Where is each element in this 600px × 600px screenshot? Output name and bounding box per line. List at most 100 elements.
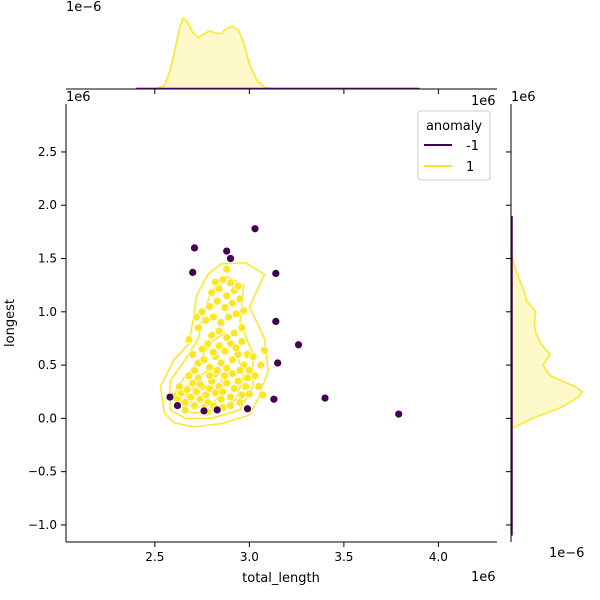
x-axis-label: total_length bbox=[242, 571, 320, 586]
y-tick-label: 2.5 bbox=[38, 145, 57, 159]
y-axis-offset-label: 1e6 bbox=[66, 90, 91, 105]
normal-point bbox=[205, 302, 215, 311]
right-marginal-density-line bbox=[510, 247, 584, 430]
y-tick-label: −1.0 bbox=[28, 518, 57, 532]
x-axis-offset-top-label: 1e6 bbox=[471, 94, 496, 109]
normal-point bbox=[222, 378, 232, 388]
anomaly-point bbox=[226, 254, 235, 263]
normal-point bbox=[180, 405, 190, 415]
right-marginal-density-fill bbox=[511, 247, 582, 429]
normal-point bbox=[207, 288, 216, 297]
normal-point bbox=[241, 382, 250, 391]
normal-point bbox=[235, 398, 245, 407]
legend: anomaly -1 1 bbox=[417, 110, 491, 181]
normal-point bbox=[197, 307, 207, 317]
normal-point bbox=[226, 392, 235, 402]
y-axis-ticks: −1.0 −0.5 0.0 0.5 1.0 1.5 2.0 2.5 bbox=[28, 145, 511, 532]
legend-title: anomaly bbox=[426, 119, 482, 134]
normal-point bbox=[231, 343, 241, 353]
y-tick-label: 0.5 bbox=[38, 358, 57, 372]
normal-point bbox=[222, 333, 232, 342]
normal-point bbox=[235, 366, 245, 375]
normal-point bbox=[229, 384, 239, 393]
anomaly-point bbox=[394, 409, 404, 419]
normal-point bbox=[228, 298, 237, 308]
x-axis-ticks: 2.5 3.0 3.5 4.0 bbox=[145, 89, 448, 564]
normal-point bbox=[190, 366, 199, 375]
normal-point bbox=[214, 284, 224, 293]
normal-point bbox=[209, 312, 218, 322]
normal-point bbox=[205, 371, 215, 381]
scatter-points bbox=[165, 224, 404, 419]
normal-point bbox=[226, 401, 235, 410]
normal-point bbox=[184, 371, 194, 381]
normal-point bbox=[239, 306, 249, 316]
x-tick-label: 2.5 bbox=[145, 550, 164, 564]
normal-point bbox=[197, 344, 207, 354]
x-tick-label: 4.0 bbox=[429, 550, 448, 564]
y-tick-label: 1.0 bbox=[38, 305, 57, 319]
normal-point bbox=[231, 309, 241, 319]
normal-point bbox=[193, 323, 203, 333]
normal-point bbox=[192, 387, 201, 397]
y-axis-label: longest bbox=[3, 299, 18, 347]
anomaly-point bbox=[173, 401, 182, 410]
normal-point bbox=[188, 350, 198, 359]
top-marginal-offset-label: 1e−6 bbox=[66, 0, 101, 15]
normal-point bbox=[216, 394, 226, 404]
normal-point bbox=[222, 264, 232, 274]
normal-point bbox=[207, 330, 216, 340]
normal-point bbox=[212, 296, 222, 306]
normal-point bbox=[216, 318, 226, 327]
anomaly-point bbox=[320, 393, 330, 403]
anomaly-point bbox=[199, 406, 209, 416]
normal-point bbox=[237, 337, 247, 346]
normal-point bbox=[228, 369, 237, 378]
normal-point bbox=[224, 312, 233, 322]
top-marginal-plot: 1e−6 bbox=[66, 0, 497, 90]
y-tick-label: 1.5 bbox=[38, 252, 57, 266]
normal-point bbox=[260, 345, 269, 355]
top-marginal-density-fill bbox=[154, 18, 288, 89]
anomaly-point bbox=[269, 394, 279, 404]
anomaly-point bbox=[294, 340, 303, 350]
normal-point bbox=[216, 358, 226, 368]
normal-point bbox=[220, 303, 230, 312]
right-marginal-offset-label: 1e−6 bbox=[549, 546, 584, 561]
normal-point bbox=[228, 355, 237, 365]
y-tick-label: 2.0 bbox=[38, 198, 57, 212]
normal-point bbox=[210, 277, 220, 287]
normal-point bbox=[233, 376, 243, 386]
normal-point bbox=[209, 347, 218, 357]
x-tick-label: 3.5 bbox=[334, 550, 353, 564]
y-tick-label: −0.5 bbox=[28, 465, 57, 479]
legend-frame bbox=[417, 110, 491, 181]
normal-point bbox=[186, 392, 196, 402]
right-marginal-offset-top: 1e6 bbox=[511, 90, 536, 105]
normal-point bbox=[248, 352, 258, 361]
legend-label-normal: 1 bbox=[466, 160, 474, 175]
anomaly-point bbox=[273, 358, 283, 368]
y-tick-label: 0.0 bbox=[38, 411, 57, 425]
normal-point bbox=[237, 390, 247, 400]
normal-point bbox=[250, 371, 260, 381]
normal-point bbox=[214, 326, 224, 336]
top-marginal-density-line bbox=[154, 16, 288, 90]
normal-point bbox=[203, 339, 213, 349]
normal-point bbox=[254, 382, 264, 391]
normal-point bbox=[210, 388, 220, 398]
normal-point bbox=[245, 389, 254, 399]
x-axis-offset-label: 1e6 bbox=[471, 570, 496, 585]
normal-point bbox=[199, 355, 209, 365]
anomaly-point bbox=[212, 405, 222, 415]
x-tick-label: 3.0 bbox=[240, 550, 259, 564]
normal-point bbox=[175, 382, 184, 391]
normal-point bbox=[212, 366, 222, 375]
normal-point bbox=[214, 341, 224, 351]
normal-point bbox=[233, 281, 243, 291]
anomaly-point bbox=[190, 243, 199, 253]
normal-point bbox=[229, 328, 239, 338]
normal-point bbox=[190, 401, 199, 410]
right-marginal-plot: 1e6 1e−6 bbox=[510, 90, 584, 561]
normal-point bbox=[237, 323, 247, 333]
